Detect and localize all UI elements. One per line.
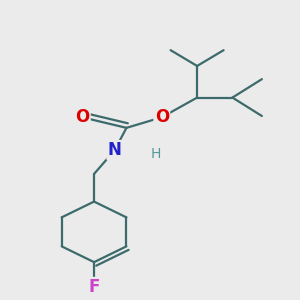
Text: O: O <box>75 108 89 126</box>
Text: N: N <box>108 141 122 159</box>
Text: O: O <box>155 108 169 126</box>
Text: F: F <box>88 278 100 296</box>
Text: H: H <box>151 147 161 161</box>
